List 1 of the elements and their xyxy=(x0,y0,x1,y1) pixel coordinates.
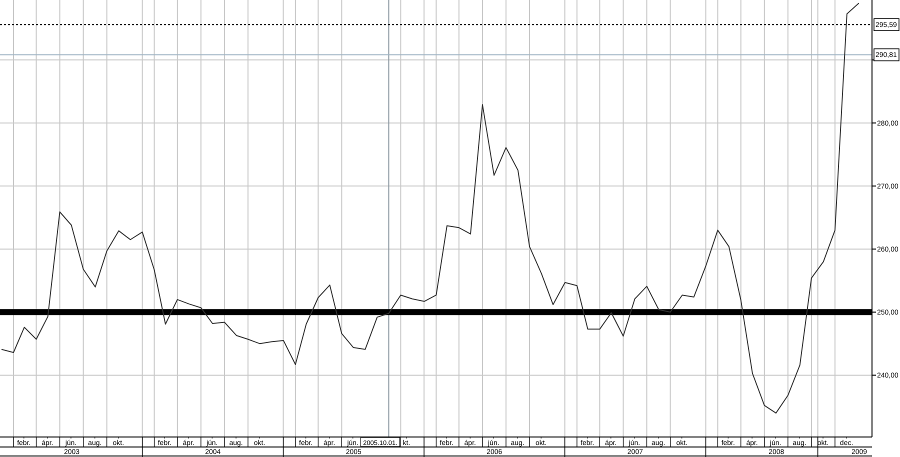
line-series xyxy=(1,2,860,414)
